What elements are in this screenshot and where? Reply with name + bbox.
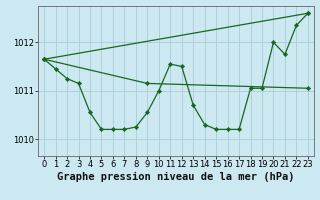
- X-axis label: Graphe pression niveau de la mer (hPa): Graphe pression niveau de la mer (hPa): [57, 172, 295, 182]
